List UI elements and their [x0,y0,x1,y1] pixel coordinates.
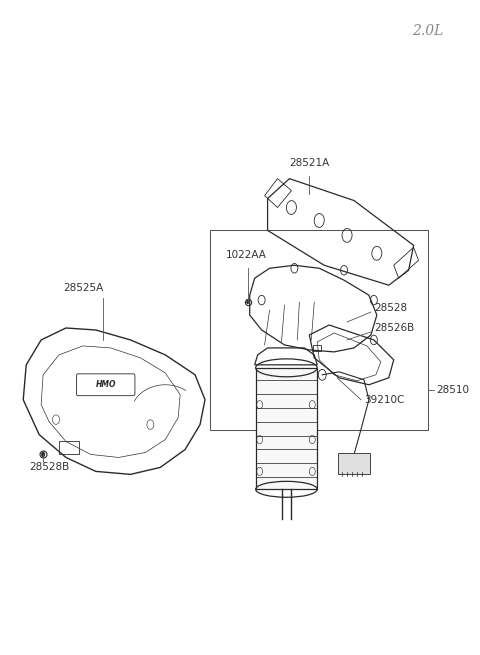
Text: 28526B: 28526B [374,323,414,333]
Circle shape [246,300,249,304]
Text: HMO: HMO [96,381,116,389]
Circle shape [41,452,45,457]
FancyBboxPatch shape [338,453,370,474]
Text: 1022AA: 1022AA [226,250,267,260]
Bar [313,345,321,351]
Text: 28525A: 28525A [63,283,103,293]
Text: 2.0L: 2.0L [412,24,444,38]
Bar [256,368,317,489]
Text: 28521A: 28521A [289,158,330,168]
Bar [59,441,79,455]
Text: 39210C: 39210C [364,395,404,405]
Bar [210,231,429,430]
Text: 28528: 28528 [374,303,407,313]
Text: 28528B: 28528B [29,462,70,472]
Text: 28510: 28510 [436,384,469,395]
